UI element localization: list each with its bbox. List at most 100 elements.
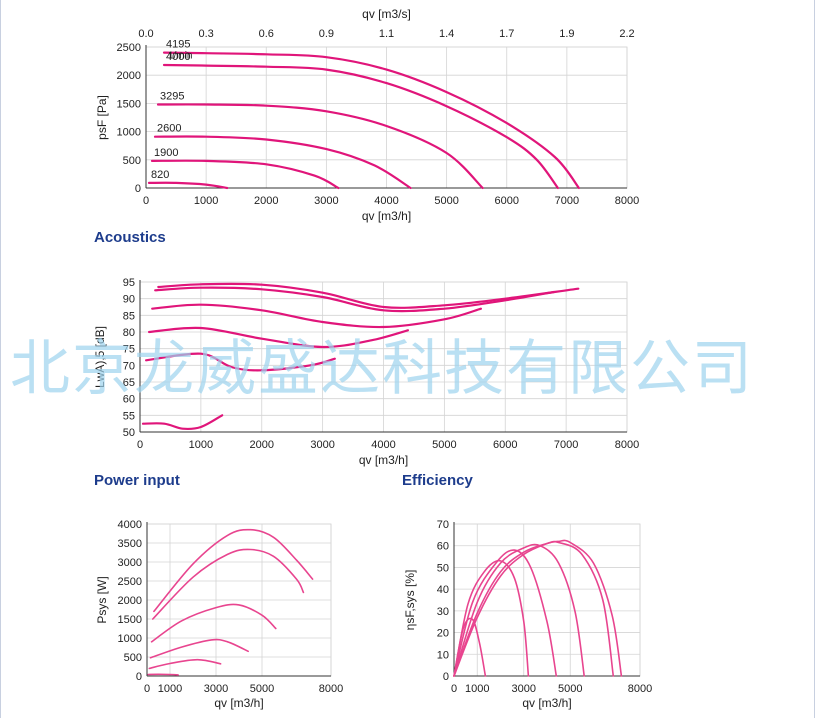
- acoustics-x-axis-label: qv [m3/h]: [359, 453, 408, 467]
- acoustics-x-tick-label: 7000: [554, 439, 578, 451]
- acoustics-x-tick-label: 0: [137, 439, 143, 451]
- acoustics-series-line-4: [148, 326, 409, 349]
- performance-y-tick-label: 500: [123, 155, 141, 167]
- efficiency-x-tick-label: 0: [451, 683, 457, 695]
- acoustics-y-tick-label: 90: [123, 294, 135, 306]
- performance-x-axis-label: qv [m3/h]: [362, 209, 411, 223]
- performance-x-tick-label: 3000: [314, 195, 338, 207]
- acoustics-series-line-6: [141, 414, 224, 431]
- power-y-tick-label: 1000: [118, 633, 142, 645]
- acoustics-y-tick-label: 85: [123, 310, 135, 322]
- performance-series-label: 4195: [166, 39, 190, 51]
- acoustics-x-tick-label: 8000: [615, 439, 639, 451]
- performance-secondary-x-tick-label: 1.1: [379, 28, 394, 40]
- power-input-chart: 0 1000 3000 5000 8000 0 500 1000 1500 2000 2500 300…: [95, 519, 343, 710]
- acoustics-y-tick-label: 60: [123, 394, 135, 406]
- acoustics-chart: 0 1000 2000 3000 4000 5000 6000 7000 8000 50 55 60 6…: [93, 277, 639, 467]
- performance-secondary-x-tick-label: 1.7: [499, 28, 514, 40]
- watermark: 北京龙威盛达科技有限公司: [10, 334, 754, 404]
- efficiency-series-line-2: [453, 540, 615, 677]
- acoustics-x-tick-label: 4000: [371, 439, 395, 451]
- acoustics-y-tick-label: 95: [123, 277, 135, 289]
- power-y-tick-label: 0: [136, 671, 142, 683]
- performance-secondary-x-tick-label: 0.3: [198, 28, 213, 40]
- acoustics-title: Acoustics: [94, 229, 166, 246]
- efficiency-x-tick-label: 1000: [465, 683, 489, 695]
- performance-secondary-x-tick-label: 0.6: [259, 28, 274, 40]
- power-y-axis-label: Psys [W]: [95, 576, 109, 623]
- performance-x-tick-label: 2000: [254, 195, 278, 207]
- acoustics-x-tick-label: 3000: [310, 439, 334, 451]
- performance-secondary-x-tick-label: 0.0: [138, 28, 153, 40]
- performance-series-line-6: [147, 181, 229, 190]
- power-y-tick-label: 3500: [118, 538, 142, 550]
- power-y-tick-label: 4000: [118, 519, 142, 531]
- performance-secondary-x-tick-label: 1.9: [559, 28, 574, 40]
- performance-x-tick-label: 1000: [194, 195, 218, 207]
- acoustics-x-tick-label: 1000: [189, 439, 213, 451]
- acoustics-y-tick-label: 70: [123, 360, 135, 372]
- acoustics-series-line-3: [151, 303, 482, 329]
- power-x-tick-label: 3000: [204, 683, 228, 695]
- performance-y-tick-label: 2500: [117, 42, 141, 54]
- performance-x-tick-label: 6000: [495, 195, 519, 207]
- acoustics-y-tick-label: 75: [123, 344, 135, 356]
- performance-secondary-x-tick-label: 2.2: [619, 28, 634, 40]
- power-series-line-6: [147, 673, 179, 676]
- performance-y-tick-label: 0: [135, 183, 141, 195]
- performance-secondary-x-tick-label: 0.9: [319, 28, 334, 40]
- performance-speed-unit-label: 1/min: [168, 51, 192, 62]
- performance-x-tick-label: 0: [143, 195, 149, 207]
- performance-x-tick-label: 5000: [434, 195, 458, 207]
- power-series-line-1: [153, 528, 314, 613]
- efficiency-series-line-4: [453, 549, 558, 677]
- efficiency-series-line-3: [453, 543, 585, 677]
- power-input-title: Power input: [94, 472, 180, 489]
- acoustics-y-axis-label: LwA),5 [dB]: [93, 326, 107, 388]
- efficiency-y-tick-label: 70: [437, 519, 449, 531]
- efficiency-chart: 0 1000 3000 5000 8000 0 10 20 30 40 50 60 70 qv [m3/h…: [403, 519, 652, 710]
- acoustics-y-tick-label: 55: [123, 410, 135, 422]
- performance-y-tick-label: 1000: [117, 127, 141, 139]
- power-y-tick-label: 2500: [118, 576, 142, 588]
- efficiency-x-tick-label: 3000: [512, 683, 536, 695]
- efficiency-y-tick-label: 20: [437, 628, 449, 640]
- efficiency-series-line-5: [453, 559, 530, 677]
- performance-series-line-1: [162, 51, 580, 190]
- performance-series-line-5: [150, 159, 340, 190]
- power-x-tick-label: 1000: [158, 683, 182, 695]
- performance-y-tick-label: 2000: [117, 70, 141, 82]
- performance-secondary-x-axis-label: qv [m3/s]: [362, 7, 411, 21]
- power-series-line-2: [152, 548, 305, 620]
- acoustics-series-line-1: [157, 282, 580, 309]
- acoustics-series-line-5: [145, 352, 336, 372]
- performance-series-line-2: [162, 63, 559, 190]
- efficiency-x-tick-label: 8000: [628, 683, 652, 695]
- efficiency-y-tick-label: 10: [437, 649, 449, 661]
- power-x-tick-label: 5000: [250, 683, 274, 695]
- power-series-line-4: [149, 638, 249, 659]
- performance-series-label: 1900: [154, 147, 178, 159]
- power-y-tick-label: 500: [124, 652, 142, 664]
- power-y-tick-label: 3000: [118, 557, 142, 569]
- power-x-tick-label: 8000: [319, 683, 343, 695]
- performance-x-tick-label: 8000: [615, 195, 639, 207]
- acoustics-x-tick-label: 6000: [493, 439, 517, 451]
- power-series-line-3: [150, 603, 277, 643]
- performance-x-tick-label: 7000: [555, 195, 579, 207]
- performance-y-tick-label: 1500: [117, 98, 141, 110]
- power-y-tick-label: 1500: [118, 614, 142, 626]
- acoustics-x-tick-label: 2000: [250, 439, 274, 451]
- performance-chart: 0 1000 2000 3000 4000 5000 6000 7000 8000 0 500 100…: [95, 7, 639, 223]
- efficiency-y-tick-label: 0: [443, 671, 449, 683]
- power-x-axis-label: qv [m3/h]: [214, 696, 263, 710]
- efficiency-x-tick-label: 5000: [558, 683, 582, 695]
- efficiency-y-tick-label: 50: [437, 562, 449, 574]
- power-x-tick-label: 0: [144, 683, 150, 695]
- performance-y-axis-label: psF [Pa]: [95, 95, 109, 140]
- performance-series-label: 3295: [160, 91, 184, 103]
- efficiency-y-tick-label: 30: [437, 606, 449, 618]
- acoustics-y-tick-label: 80: [123, 327, 135, 339]
- efficiency-series-line-6: [453, 617, 487, 677]
